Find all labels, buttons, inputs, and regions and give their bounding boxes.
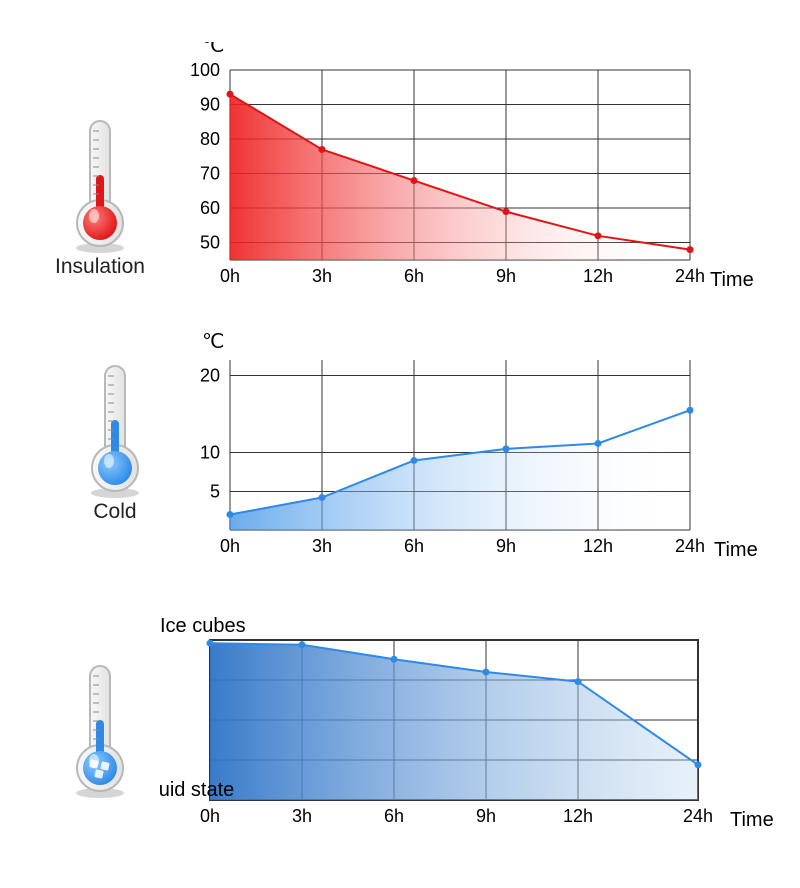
x-tick-label: 0h (220, 266, 240, 286)
thermometer-icon (65, 660, 135, 800)
x-tick-label: 6h (404, 266, 424, 286)
caption-insulation: Insulation (35, 255, 165, 279)
y-tick-label: 20 (200, 365, 220, 385)
y-axis-unit: ℃ (202, 332, 224, 353)
y-tick-label: 5 (210, 481, 220, 501)
row-cold: Cold 5 10 20 0h 3h 6h 9h 12h 24h ℃ Time (0, 330, 800, 590)
x-tick-label: 24h (683, 806, 713, 826)
x-axis-title: Time (730, 809, 774, 831)
y-tick-label: 90 (200, 95, 220, 115)
x-tick-label: 12h (583, 536, 613, 556)
cold-chart: 5 10 20 0h 3h 6h 9h 12h 24h ℃ Time (180, 332, 770, 564)
y-tick-label: 50 (200, 233, 220, 253)
x-tick-label: 9h (496, 266, 516, 286)
x-tick-label: 6h (384, 806, 404, 826)
x-tick-label: 9h (476, 806, 496, 826)
chart-bottom-label: Liquid state (160, 779, 234, 801)
x-tick-label: 12h (583, 266, 613, 286)
row-insulation: Insulation 50 60 70 80 90 100 0h 3h 6h 9h 12h 24h ℃ Ti… (0, 20, 800, 320)
ice-chart: 0h 3h 6h 9h 12h 24h Time Ice cubes Liquid state (160, 612, 778, 834)
y-tick-label: 70 (200, 164, 220, 184)
thermometer-icon (65, 115, 135, 255)
x-tick-label: 12h (563, 806, 593, 826)
x-tick-label: 9h (496, 536, 516, 556)
y-axis-unit: ℃ (202, 42, 224, 57)
row-ice: 0h 3h 6h 9h 12h 24h Time Ice cubes Liquid state (0, 600, 800, 880)
chart-top-label: Ice cubes (160, 615, 246, 637)
x-axis-title: Time (710, 269, 754, 291)
x-tick-label: 3h (312, 266, 332, 286)
x-tick-label: 0h (220, 536, 240, 556)
insulation-chart: 50 60 70 80 90 100 0h 3h 6h 9h 12h 24h ℃ Time (180, 42, 770, 294)
y-tick-label: 80 (200, 129, 220, 149)
caption-cold: Cold (75, 500, 155, 524)
y-tick-label: 10 (200, 443, 220, 463)
x-tick-label: 0h (200, 806, 220, 826)
x-axis-title: Time (714, 539, 758, 561)
x-tick-label: 3h (312, 536, 332, 556)
y-tick-label: 100 (190, 60, 220, 80)
y-tick-label: 60 (200, 198, 220, 218)
x-tick-label: 3h (292, 806, 312, 826)
thermometer-icon (80, 360, 150, 500)
x-tick-label: 24h (675, 536, 705, 556)
x-tick-label: 24h (675, 266, 705, 286)
x-tick-label: 6h (404, 536, 424, 556)
